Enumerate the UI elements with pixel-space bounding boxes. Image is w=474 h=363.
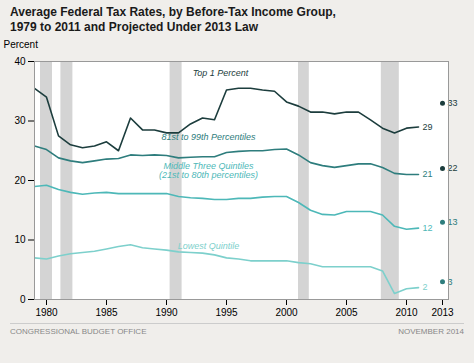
svg-text:Middle Three Quintiles(21st to: Middle Three Quintiles(21st to 80th perc… [159,161,258,180]
svg-text:30: 30 [14,115,26,126]
svg-text:10: 10 [14,234,26,245]
svg-text:12: 12 [423,223,433,233]
svg-text:2000: 2000 [275,307,298,318]
svg-text:1990: 1990 [155,307,178,318]
svg-text:81st to 99th Percentiles: 81st to 99th Percentiles [161,132,256,142]
svg-text:3: 3 [447,276,453,287]
svg-text:20: 20 [14,175,26,186]
html-text:CONGRESSIONAL BUDGET OFFICE: CONGRESSIONAL BUDGET OFFICE [10,327,147,336]
svg-text:33: 33 [448,98,458,108]
svg-text:1985: 1985 [95,307,118,318]
svg-text:Top 1 Percent: Top 1 Percent [193,68,249,78]
svg-text:40: 40 [14,56,26,67]
svg-text:2005: 2005 [335,307,358,318]
svg-text:22: 22 [448,163,458,173]
svg-text:0: 0 [20,294,26,305]
html-text:NOVEMBER 2014: NOVEMBER 2014 [398,327,464,336]
svg-text:13: 13 [448,217,458,227]
svg-text:2013: 2013 [431,307,454,318]
svg-text:1995: 1995 [215,307,238,318]
html-text:Average Federal Tax Rates, by: Average Federal Tax Rates, by Before-Tax… [10,5,336,34]
svg-text:2: 2 [423,282,428,292]
svg-text:21: 21 [423,169,433,179]
svg-text:Lowest Quintile: Lowest Quintile [178,241,240,251]
svg-text:Percent: Percent [4,39,39,50]
svg-text:29: 29 [423,122,433,132]
svg-text:1980: 1980 [35,307,58,318]
svg-text:2010: 2010 [395,307,418,318]
